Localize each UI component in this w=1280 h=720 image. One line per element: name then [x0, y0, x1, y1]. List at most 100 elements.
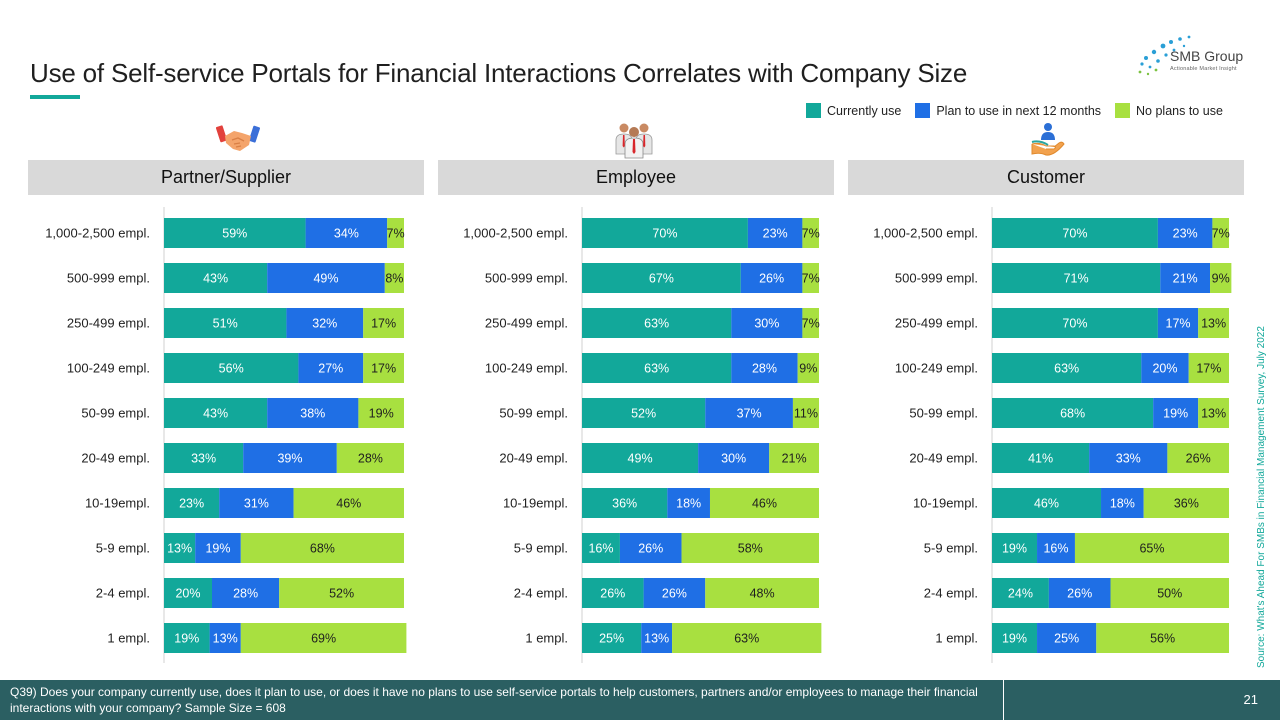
bar-segment-current [992, 398, 1154, 428]
data-label-current: 19% [1002, 632, 1027, 646]
data-label-current: 19% [1002, 542, 1027, 556]
bar-segment-plan [286, 308, 364, 338]
data-label-plan: 28% [752, 362, 777, 376]
bar-segment-current [582, 353, 732, 383]
bar-segment-plan [643, 578, 706, 608]
bar-segment-current [582, 578, 644, 608]
panel-header-employee: Employee [438, 160, 834, 195]
data-label-none: 7% [802, 227, 820, 241]
bar-segment-current [164, 353, 299, 383]
bar-segment-current [164, 578, 212, 608]
legend-item-plan: Plan to use in next 12 months [915, 103, 1101, 118]
data-label-plan: 13% [213, 632, 238, 646]
bar-segment-none [363, 308, 404, 338]
bar-segment-plan [1101, 488, 1144, 518]
data-label-none: 17% [371, 317, 396, 331]
data-label-current: 41% [1028, 452, 1053, 466]
data-label-current: 43% [203, 272, 228, 286]
smb-group-logo-icon [1138, 35, 1191, 76]
data-label-none: 17% [371, 362, 396, 376]
category-label: 1 empl. [107, 631, 150, 646]
data-label-plan: 49% [313, 272, 338, 286]
bar-segment-none [802, 308, 819, 338]
category-label: 2-4 empl. [514, 586, 568, 601]
chart-legend: Currently use Plan to use in next 12 mon… [806, 103, 1223, 118]
bar-segment-current [992, 488, 1102, 518]
category-label: 2-4 empl. [924, 586, 978, 601]
data-label-none: 50% [1157, 587, 1182, 601]
data-label-none: 36% [1174, 497, 1199, 511]
data-label-none: 48% [750, 587, 775, 601]
category-label: 250-499 empl. [895, 316, 978, 331]
data-label-current: 23% [179, 497, 204, 511]
data-label-current: 56% [219, 362, 244, 376]
data-label-none: 46% [752, 497, 777, 511]
bar-segment-plan [267, 263, 385, 293]
data-label-plan: 25% [1054, 632, 1079, 646]
bar-segment-none [1188, 353, 1229, 383]
data-label-plan: 26% [759, 272, 784, 286]
data-label-none: 8% [385, 272, 403, 286]
bar-segment-current [992, 353, 1142, 383]
bar-segment-current [992, 218, 1158, 248]
data-label-none: 21% [782, 452, 807, 466]
category-label: 1 empl. [935, 631, 978, 646]
bar-segment-none [769, 443, 819, 473]
bar-segment-current [164, 623, 210, 653]
bar-segment-none [1167, 443, 1229, 473]
legend-swatch-plan [915, 103, 931, 118]
data-label-none: 17% [1196, 362, 1221, 376]
data-label-plan: 18% [676, 497, 701, 511]
legend-item-current: Currently use [806, 103, 901, 118]
page-title: Use of Self-service Portals for Financia… [30, 58, 968, 88]
data-label-current: 59% [222, 227, 247, 241]
bar-segment-current [582, 218, 748, 248]
data-label-plan: 34% [334, 227, 359, 241]
bar-segment-plan [740, 263, 803, 293]
bar-segment-plan [1048, 578, 1111, 608]
data-label-current: 46% [1034, 497, 1059, 511]
bar-segment-current [164, 398, 268, 428]
data-label-current: 70% [1062, 227, 1087, 241]
data-label-none: 7% [802, 272, 820, 286]
data-label-current: 63% [644, 317, 669, 331]
data-label-none: 13% [1201, 407, 1226, 421]
data-label-none: 7% [387, 227, 405, 241]
data-label-current: 24% [1008, 587, 1033, 601]
bar-segment-none [279, 578, 404, 608]
data-label-current: 25% [599, 632, 624, 646]
footer-question: Q39) Does your company currently use, do… [0, 680, 1003, 720]
bar-segment-none [1212, 218, 1229, 248]
data-label-current: 43% [203, 407, 228, 421]
bar-segment-plan [298, 353, 364, 383]
bar-segment-current [164, 488, 220, 518]
data-label-current: 49% [628, 452, 653, 466]
data-label-plan: 16% [1043, 542, 1068, 556]
logo-name: SMB Group [1170, 48, 1244, 64]
data-label-current: 67% [649, 272, 674, 286]
bar-segment-current [582, 308, 732, 338]
category-label: 1,000-2,500 empl. [463, 226, 568, 241]
data-label-plan: 30% [721, 452, 746, 466]
bar-segment-plan [243, 443, 337, 473]
bar-segment-plan [1160, 263, 1211, 293]
logo-tagline: Actionable Market Insight [1170, 66, 1237, 72]
title-accent-bar [30, 95, 80, 99]
category-label: 500-999 empl. [485, 271, 568, 286]
bar-segment-plan [1037, 623, 1097, 653]
category-label: 250-499 empl. [485, 316, 568, 331]
data-label-plan: 28% [233, 587, 258, 601]
data-label-plan: 17% [1166, 317, 1191, 331]
data-label-plan: 26% [1067, 587, 1092, 601]
bar-segment-plan [195, 533, 241, 563]
customer-hand-icon [1031, 123, 1065, 156]
bar-segment-plan [267, 398, 359, 428]
bar-segment-plan [698, 443, 770, 473]
bar-segment-none [792, 398, 819, 428]
data-label-none: 46% [336, 497, 361, 511]
bar-segment-plan [731, 308, 803, 338]
category-label: 50-99 empl. [909, 406, 978, 421]
data-label-plan: 20% [1152, 362, 1177, 376]
employees-icon [615, 123, 653, 159]
bar-segment-none [363, 353, 404, 383]
